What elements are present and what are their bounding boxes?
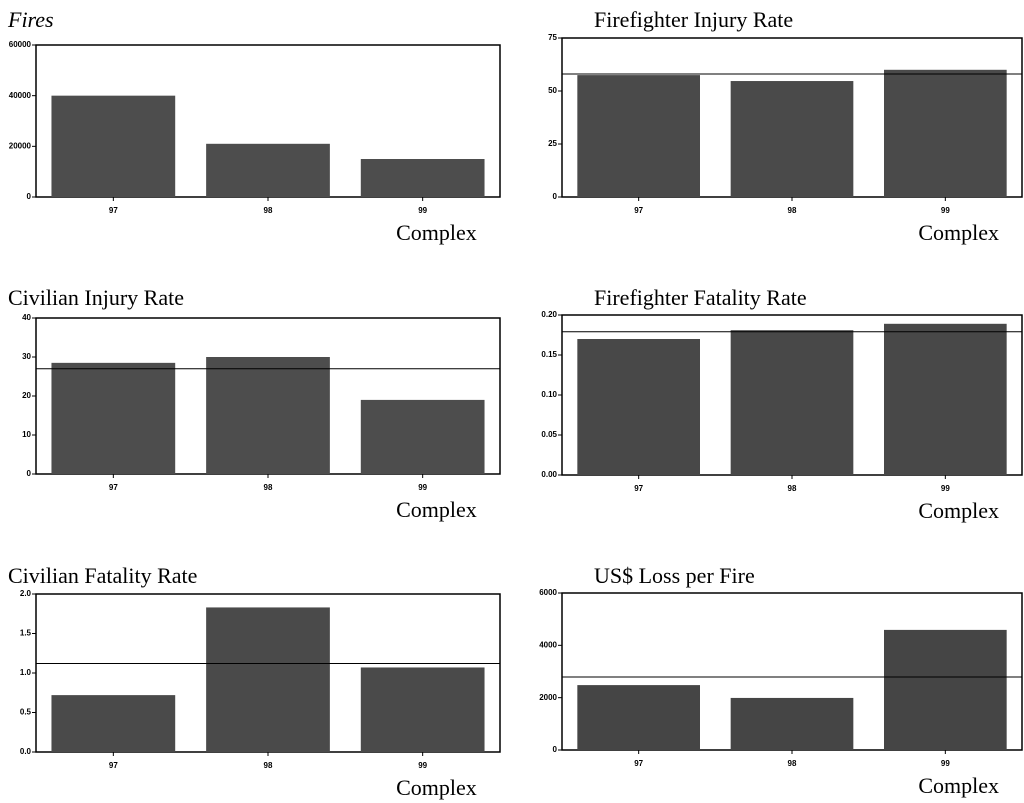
- y-tick-label: 0.10: [541, 390, 557, 399]
- y-tick-label: 40000: [9, 91, 32, 100]
- bar: [884, 69, 1007, 197]
- bar: [577, 685, 700, 750]
- y-tick-label: 0.05: [541, 430, 557, 439]
- y-tick-label: 0.00: [541, 470, 557, 479]
- x-tick-label: 98: [264, 761, 273, 770]
- x-tick-label: 99: [418, 483, 427, 492]
- bar: [51, 95, 176, 197]
- x-tick-label: 97: [634, 206, 643, 215]
- y-tick-label: 1.0: [20, 668, 32, 677]
- y-tick-label: 2.0: [20, 589, 32, 598]
- bar: [730, 697, 854, 750]
- y-tick-label: 75: [548, 33, 557, 42]
- bar: [577, 339, 700, 475]
- bar: [360, 667, 485, 752]
- x-axis-label: Complex: [396, 497, 477, 522]
- y-tick-label: 40: [22, 313, 31, 322]
- y-tick-label: 20: [22, 391, 31, 400]
- x-axis-label: Complex: [918, 220, 999, 245]
- bar: [51, 695, 176, 752]
- y-tick-label: 60000: [9, 40, 32, 49]
- y-tick-label: 0.15: [541, 350, 557, 359]
- x-axis-label: Complex: [396, 220, 477, 245]
- x-tick-label: 97: [109, 206, 118, 215]
- bar: [360, 159, 485, 197]
- bar: [51, 362, 176, 474]
- y-tick-label: 0.20: [541, 310, 557, 319]
- chart-title: Fires: [7, 7, 54, 32]
- y-tick-label: 0: [27, 192, 32, 201]
- y-tick-label: 4000: [539, 640, 557, 649]
- x-axis-label: Complex: [918, 498, 999, 523]
- y-tick-label: 25: [548, 139, 557, 148]
- bar: [206, 607, 330, 752]
- bar: [730, 81, 854, 197]
- chart-title: Civilian Injury Rate: [8, 285, 184, 310]
- y-tick-label: 0: [553, 745, 558, 754]
- chart-title: Firefighter Fatality Rate: [594, 285, 807, 310]
- chart-title: Civilian Fatality Rate: [8, 563, 197, 588]
- x-tick-label: 97: [634, 759, 643, 768]
- y-tick-label: 30: [22, 352, 31, 361]
- x-tick-label: 99: [418, 761, 427, 770]
- x-axis-label: Complex: [918, 773, 999, 798]
- x-tick-label: 98: [788, 484, 797, 493]
- bar: [577, 75, 700, 197]
- y-tick-label: 1.5: [20, 629, 32, 638]
- bar: [360, 399, 485, 474]
- y-tick-label: 20000: [9, 141, 32, 150]
- y-tick-label: 0: [553, 192, 558, 201]
- bar: [206, 143, 330, 197]
- x-tick-label: 97: [634, 484, 643, 493]
- bar: [884, 629, 1007, 750]
- x-tick-label: 98: [788, 206, 797, 215]
- y-tick-label: 50: [548, 86, 557, 95]
- x-tick-label: 99: [941, 484, 950, 493]
- x-axis-label: Complex: [396, 775, 477, 800]
- chart-title: US$ Loss per Fire: [594, 563, 755, 588]
- x-tick-label: 97: [109, 761, 118, 770]
- y-tick-label: 2000: [539, 693, 557, 702]
- bar: [884, 323, 1007, 475]
- x-tick-label: 98: [264, 206, 273, 215]
- y-tick-label: 10: [22, 430, 31, 439]
- chart-title: Firefighter Injury Rate: [594, 7, 793, 32]
- y-tick-label: 6000: [539, 588, 557, 597]
- x-tick-label: 97: [109, 483, 118, 492]
- y-tick-label: 0: [27, 469, 32, 478]
- x-tick-label: 98: [264, 483, 273, 492]
- x-tick-label: 98: [788, 759, 797, 768]
- x-tick-label: 99: [941, 206, 950, 215]
- x-tick-label: 99: [941, 759, 950, 768]
- bar: [206, 357, 330, 474]
- y-tick-label: 0.0: [20, 747, 32, 756]
- bar: [730, 330, 854, 475]
- y-tick-label: 0.5: [20, 708, 32, 717]
- x-tick-label: 99: [418, 206, 427, 215]
